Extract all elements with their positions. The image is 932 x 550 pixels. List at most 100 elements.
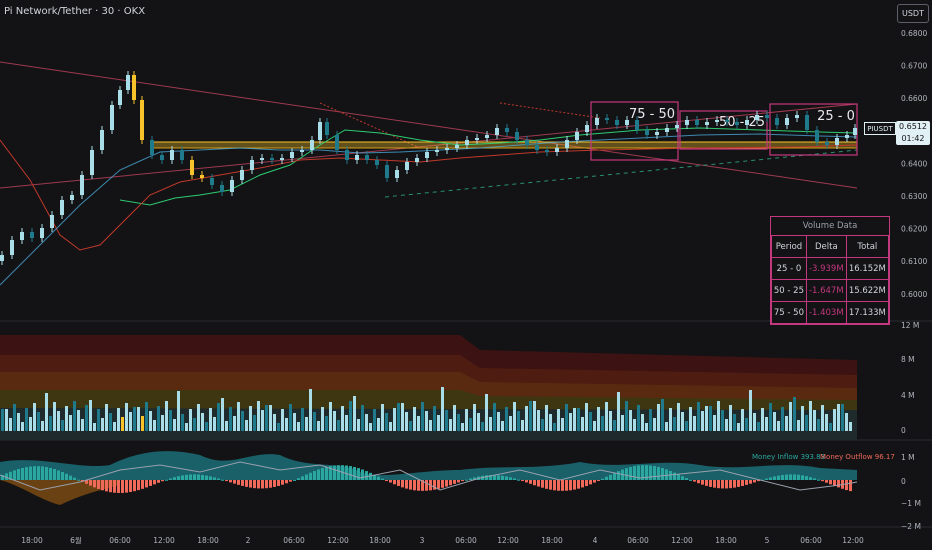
candle	[775, 118, 779, 125]
volume-bar	[477, 413, 480, 431]
money-flow-bar	[625, 468, 628, 480]
money-flow-bar	[773, 476, 776, 480]
trendline-descending[interactable]	[0, 61, 858, 189]
time-axis-label: 18:00	[197, 536, 219, 545]
volume-bar	[329, 402, 332, 431]
flow-axis[interactable]: 1 M 0 −1 M −2 M	[901, 453, 921, 531]
candle	[685, 120, 689, 125]
candle	[615, 120, 619, 125]
money-flow-bar	[253, 480, 256, 489]
candle	[118, 90, 122, 105]
volume-bar	[137, 407, 140, 431]
money-flow-bar	[445, 480, 448, 487]
money-flow-bar	[329, 466, 332, 480]
money-flow-bar	[765, 478, 768, 480]
volume-bar	[305, 417, 308, 431]
volume-bar	[557, 409, 560, 431]
price-axis-label: 0.6100	[901, 257, 927, 266]
money-flow-bar	[577, 480, 580, 489]
volume-bar	[73, 401, 76, 431]
money-flow-bar	[397, 480, 400, 486]
money-flow-bar	[425, 480, 428, 491]
candle	[515, 132, 519, 140]
money-flow-bar	[421, 480, 424, 491]
volume-bar	[689, 407, 692, 431]
money-flow-bar	[225, 480, 228, 482]
volume-bar	[653, 418, 656, 431]
money-flow-bar	[713, 480, 716, 488]
money-flow-bar	[97, 480, 100, 489]
volume-bar	[61, 420, 64, 431]
trendline-dotted[interactable]	[499, 102, 601, 119]
money-flow-bar	[781, 474, 784, 480]
currency-button[interactable]: USDT	[897, 4, 929, 23]
money-flow-bars[interactable]	[1, 465, 852, 493]
candle	[126, 75, 130, 90]
volume-bar	[325, 416, 328, 431]
candle	[140, 100, 144, 140]
volume-bar	[481, 422, 484, 431]
money-flow-bar	[821, 480, 824, 482]
volume-bar	[409, 421, 412, 431]
col-header-period: Period	[771, 235, 807, 258]
money-flow-bar	[233, 480, 236, 484]
money-flow-bar	[249, 480, 252, 488]
money-flow-bar	[525, 480, 528, 483]
volume-bar	[793, 397, 796, 431]
trendline-ascending[interactable]	[0, 103, 858, 189]
volume-bar	[549, 414, 552, 431]
price-axis[interactable]: 0.68000.67000.66000.65000.64000.63000.62…	[901, 29, 927, 299]
volume-bars[interactable]	[1, 387, 852, 431]
candle	[435, 150, 439, 152]
volume-bar	[801, 406, 804, 431]
money-flow-bar	[485, 475, 488, 480]
volume-bar	[369, 423, 372, 431]
table-row: 50 - 25 -1.647M 15.622M	[771, 279, 890, 302]
money-flow-bar	[1, 475, 4, 480]
volume-axis[interactable]: 12 M 8 M 4 M 0	[901, 321, 919, 435]
money-flow-bar	[101, 480, 104, 491]
volume-bar	[93, 423, 96, 431]
volume-bar	[529, 401, 532, 431]
candle	[300, 150, 304, 152]
volume-bar	[293, 413, 296, 431]
money-flow-bar	[221, 479, 224, 481]
candle	[475, 138, 479, 140]
support-band[interactable]	[150, 142, 857, 148]
volume-bar	[789, 402, 792, 431]
volume-bar	[53, 402, 56, 431]
volume-bar	[537, 410, 540, 431]
ma-green[interactable]	[119, 127, 858, 206]
money-flow-bar	[93, 480, 96, 488]
ma-red[interactable]	[0, 139, 858, 251]
candle	[318, 122, 322, 140]
candle	[675, 125, 679, 128]
candle	[50, 215, 54, 228]
volume-bar	[117, 408, 120, 431]
money-flow-bar	[69, 475, 72, 480]
candle	[715, 120, 719, 122]
money-flow-bar	[629, 466, 632, 480]
candlestick-series[interactable]	[0, 71, 857, 265]
money-flow-bar	[85, 480, 88, 484]
col-header-delta: Delta	[805, 235, 847, 258]
volume-bar	[165, 401, 168, 431]
money-flow-bar	[373, 474, 376, 480]
money-flow-bar	[153, 480, 156, 485]
candle	[495, 128, 499, 135]
volume-bar	[33, 403, 36, 431]
money-flow-bar	[349, 466, 352, 480]
time-axis[interactable]: 18:00 6월 06:00 12:00 18:00 2 06:00 12:00 18:00 3 0…	[21, 535, 864, 545]
time-axis-label: 06:00	[627, 536, 649, 545]
money-flow-bar	[597, 480, 600, 481]
money-flow-bar	[365, 471, 368, 480]
volume-bar	[417, 416, 420, 431]
money-flow-bar	[401, 480, 404, 488]
range-box-50-25[interactable]	[679, 110, 768, 150]
volume-bar	[725, 419, 728, 431]
trendline-support[interactable]	[384, 149, 858, 198]
range-box-75-50[interactable]	[590, 101, 679, 161]
money-flow-bar	[89, 480, 92, 486]
volume-bar	[21, 422, 24, 431]
